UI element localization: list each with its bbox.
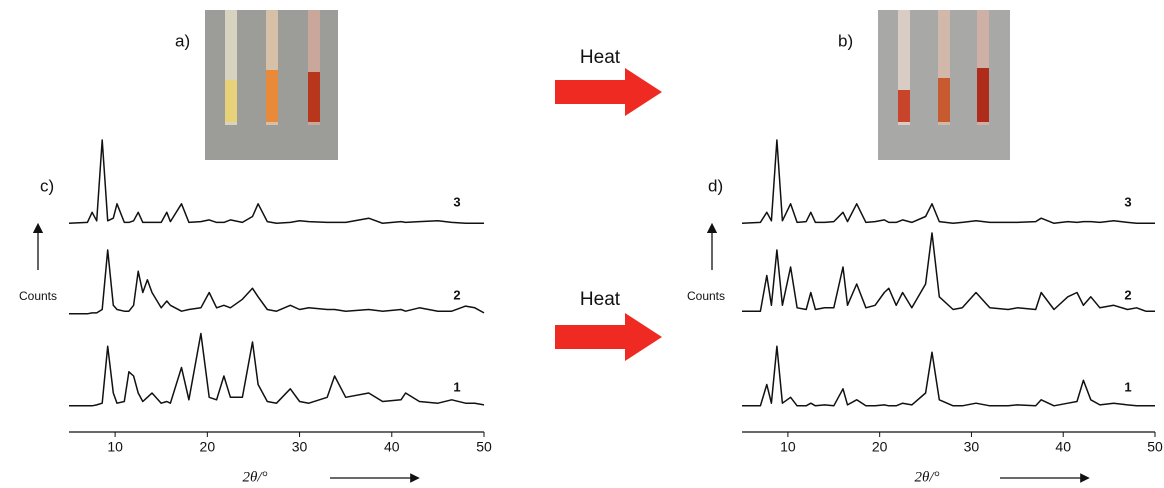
y-axis-label: Counts bbox=[19, 289, 57, 303]
x-tick-label: 50 bbox=[476, 439, 492, 455]
y-axis-label: Counts bbox=[687, 289, 725, 303]
series-label: 3 bbox=[453, 194, 460, 209]
series-label: 2 bbox=[1124, 287, 1131, 302]
panel-label: c) bbox=[40, 176, 54, 195]
pattern-line bbox=[742, 232, 1155, 312]
pattern-line bbox=[68, 139, 484, 225]
x-tick-label: 20 bbox=[872, 439, 888, 455]
photo-a bbox=[205, 10, 338, 160]
x-tick-label: 40 bbox=[1055, 439, 1071, 455]
pattern-line bbox=[69, 249, 485, 315]
x-tick-label: 50 bbox=[1147, 439, 1163, 455]
x-tick-label: 30 bbox=[964, 439, 980, 455]
photo-b bbox=[878, 10, 1010, 160]
pattern-line bbox=[741, 139, 1155, 225]
x-tick-label: 30 bbox=[292, 439, 308, 455]
series-label: 2 bbox=[453, 287, 460, 302]
arrow-label: Heat bbox=[580, 47, 621, 68]
x-axis-label: 2θ/° bbox=[914, 469, 939, 485]
heat-arrow bbox=[555, 68, 662, 116]
x-tick-label: 20 bbox=[200, 439, 216, 455]
pattern-line bbox=[69, 332, 485, 407]
heat-arrow bbox=[555, 313, 662, 361]
panel-label: a) bbox=[175, 31, 190, 50]
x-tick-label: 10 bbox=[107, 439, 123, 455]
pattern-line bbox=[742, 345, 1155, 407]
series-label: 1 bbox=[453, 379, 460, 394]
series-label: 3 bbox=[1124, 194, 1131, 209]
x-axis-label: 2θ/° bbox=[242, 469, 267, 485]
panel-label: d) bbox=[708, 176, 723, 195]
arrow-label: Heat bbox=[580, 289, 621, 310]
x-tick-label: 10 bbox=[780, 439, 796, 455]
panel-label: b) bbox=[838, 31, 853, 50]
x-tick-label: 40 bbox=[384, 439, 400, 455]
series-label: 1 bbox=[1124, 379, 1131, 394]
